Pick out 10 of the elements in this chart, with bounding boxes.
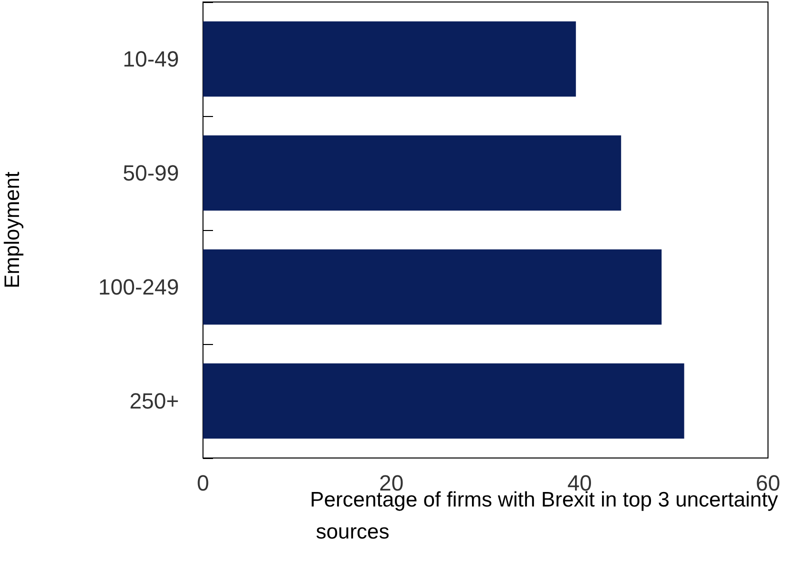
y-axis-title: Employment [1,171,24,288]
y-tick-label: 50-99 [122,160,179,186]
y-tick-label: 250+ [129,388,179,414]
y-tick-label: 100-249 [98,274,179,300]
bar [203,363,684,439]
y-tick-label: 10-49 [122,46,179,72]
bar [203,135,622,211]
bar [203,21,576,97]
x-tick-label: 0 [196,470,210,496]
bar [203,249,662,325]
